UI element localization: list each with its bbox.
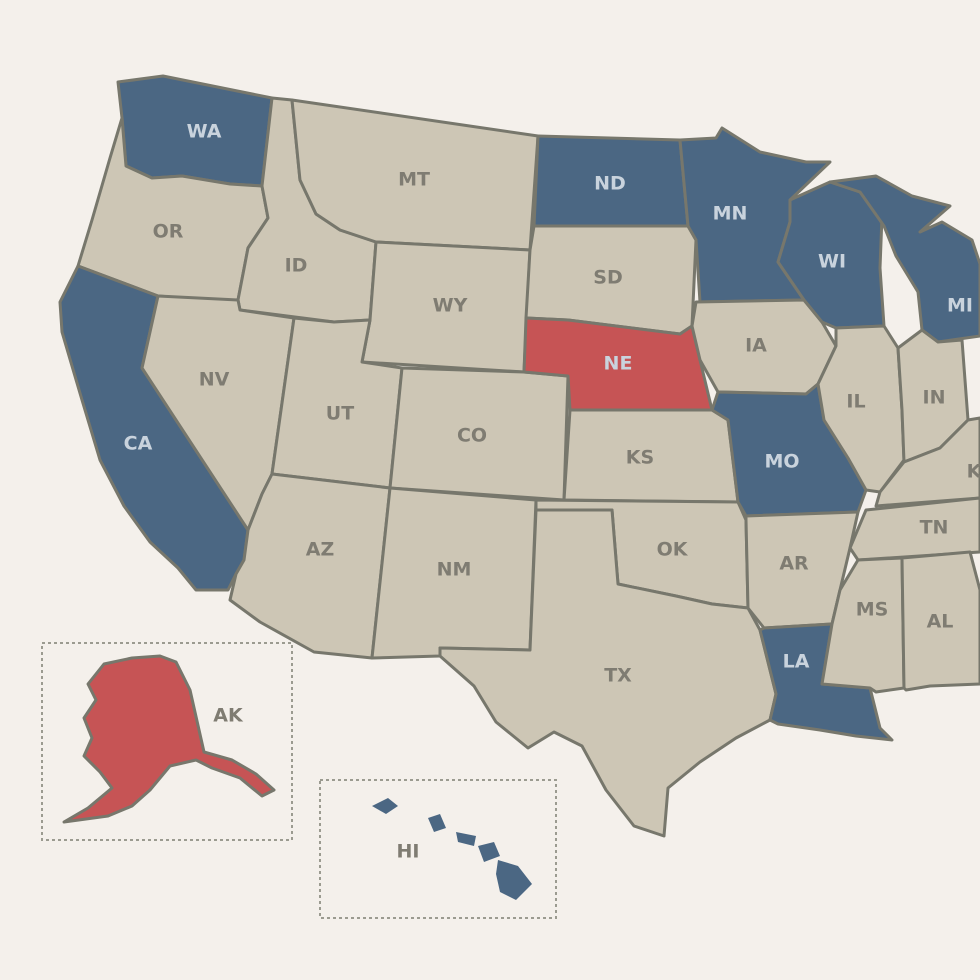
label-ky: K [967,461,980,483]
alaska-inset-frame [41,642,293,841]
label-mt: MT [398,169,430,191]
label-ok: OK [657,539,689,561]
label-tx: TX [604,665,632,687]
label-mn: MN [713,203,748,225]
label-ms: MS [856,599,889,621]
state-ky[interactable] [874,416,980,508]
label-wi: WI [818,251,846,273]
label-id: ID [285,255,308,277]
hi-island-maui [478,842,500,862]
state-ak[interactable] [62,654,276,824]
label-hi: HI [397,841,420,863]
hi-island-oahu [428,814,446,832]
state-il[interactable] [816,324,906,494]
state-tx[interactable] [438,508,778,838]
label-ks: KS [626,447,654,469]
label-or: OR [153,221,184,243]
label-ia: IA [745,335,767,357]
label-sd: SD [593,267,622,289]
label-co: CO [457,425,487,447]
state-hi[interactable] [372,798,532,900]
hi-island-molokai [456,832,476,846]
state-mi[interactable] [828,174,980,344]
label-nm: NM [437,559,472,581]
label-la: LA [783,651,810,673]
state-al[interactable] [900,550,980,692]
state-ne[interactable] [522,316,714,412]
label-tn: TN [920,517,949,539]
label-nv: NV [199,369,230,391]
state-mo[interactable] [710,382,868,518]
label-mo: MO [764,451,799,473]
label-az: AZ [306,539,334,561]
hi-island-hawaii [496,860,532,900]
label-ar: AR [779,553,809,575]
hawaii-inset-frame [319,779,557,919]
label-il: IL [846,391,865,413]
label-wy: WY [433,295,468,317]
state-co[interactable] [388,366,570,502]
label-mi: MI [947,295,973,317]
label-in: IN [923,387,946,409]
label-ca: CA [124,433,153,455]
label-ne: NE [604,353,633,375]
label-ut: UT [326,403,354,425]
label-al: AL [927,611,954,633]
hi-island-kauai [372,798,398,814]
label-wa: WA [187,121,222,143]
label-nd: ND [594,173,626,195]
label-ak: AK [213,705,244,727]
state-wy[interactable] [360,240,532,374]
